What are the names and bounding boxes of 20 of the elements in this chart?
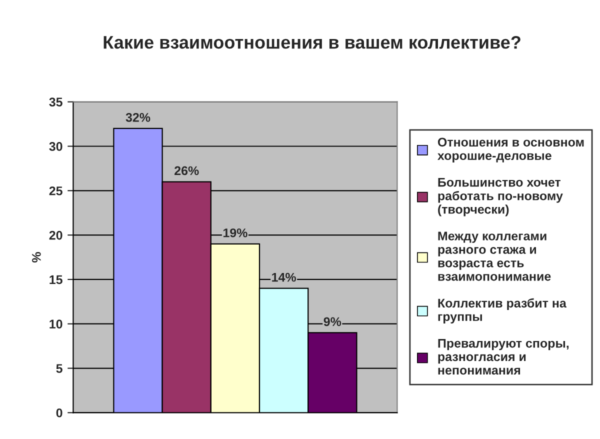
data-label: 9%	[324, 317, 342, 326]
data-label: 19%	[223, 228, 248, 238]
y-tick-label: 30	[49, 142, 62, 151]
legend-label: Большинство хочет работать по-новому (творчески)	[438, 178, 563, 216]
legend-label: Превалируют споры, разногласия и непонимания	[438, 338, 569, 375]
data-label: 32%	[126, 113, 150, 122]
chart-title: Какие взаимоотношения в вашем коллективе?	[104, 36, 520, 49]
data-label: 14%	[272, 272, 296, 282]
legend-label: Между коллегами разного стажа и возраста есть взаимопонимание	[438, 232, 551, 281]
y-tick-label: 25	[49, 186, 62, 196]
y-axis-title: %	[32, 252, 41, 262]
data-label: 26%	[174, 166, 199, 176]
legend-label: Отношения в основном хорошие-деловые	[438, 138, 584, 163]
y-tick-label: 5	[56, 364, 62, 373]
y-tick-label: 15	[50, 275, 62, 284]
y-tick-label: 35	[49, 98, 62, 107]
legend-label: Коллектив разбит на группы	[438, 298, 566, 324]
y-tick-label: 0	[56, 408, 62, 418]
y-tick-label: 20	[49, 230, 62, 240]
y-tick-label: 10	[50, 320, 62, 329]
